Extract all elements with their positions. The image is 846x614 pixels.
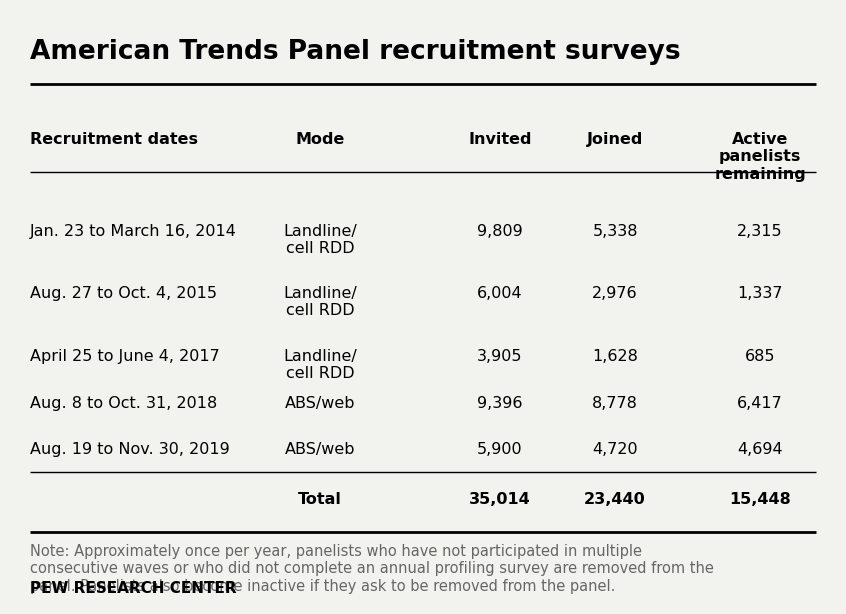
Text: Recruitment dates: Recruitment dates (30, 132, 198, 147)
Text: 2,976: 2,976 (592, 286, 638, 301)
Text: Mode: Mode (295, 132, 344, 147)
Text: Aug. 8 to Oct. 31, 2018: Aug. 8 to Oct. 31, 2018 (30, 396, 217, 411)
Text: Total: Total (298, 491, 342, 507)
Text: Jan. 23 to March 16, 2014: Jan. 23 to March 16, 2014 (30, 224, 237, 239)
Text: Invited: Invited (468, 132, 532, 147)
Text: ABS/web: ABS/web (285, 442, 355, 457)
Text: 23,440: 23,440 (584, 491, 645, 507)
Text: 35,014: 35,014 (470, 491, 531, 507)
Text: Joined: Joined (587, 132, 643, 147)
Text: Active
panelists
remaining: Active panelists remaining (714, 132, 806, 182)
Text: 4,694: 4,694 (737, 442, 783, 457)
Text: Note: Approximately once per year, panelists who have not participated in multip: Note: Approximately once per year, panel… (30, 544, 714, 594)
Text: 6,004: 6,004 (477, 286, 523, 301)
Text: 9,396: 9,396 (477, 396, 523, 411)
Text: 15,448: 15,448 (729, 491, 791, 507)
Text: 1,628: 1,628 (592, 349, 638, 364)
Text: Landline/
cell RDD: Landline/ cell RDD (283, 224, 357, 257)
Text: 3,905: 3,905 (477, 349, 523, 364)
Text: 9,809: 9,809 (477, 224, 523, 239)
Text: Landline/
cell RDD: Landline/ cell RDD (283, 286, 357, 319)
Text: 6,417: 6,417 (737, 396, 783, 411)
Text: Aug. 19 to Nov. 30, 2019: Aug. 19 to Nov. 30, 2019 (30, 442, 230, 457)
Text: 4,720: 4,720 (592, 442, 638, 457)
Text: 685: 685 (744, 349, 775, 364)
Text: ABS/web: ABS/web (285, 396, 355, 411)
Text: Aug. 27 to Oct. 4, 2015: Aug. 27 to Oct. 4, 2015 (30, 286, 217, 301)
Text: 8,778: 8,778 (592, 396, 638, 411)
Text: 5,338: 5,338 (592, 224, 638, 239)
Text: PEW RESEARCH CENTER: PEW RESEARCH CENTER (30, 581, 237, 596)
Text: Landline/
cell RDD: Landline/ cell RDD (283, 349, 357, 381)
Text: 5,900: 5,900 (477, 442, 523, 457)
Text: 1,337: 1,337 (737, 286, 783, 301)
Text: 2,315: 2,315 (737, 224, 783, 239)
Text: April 25 to June 4, 2017: April 25 to June 4, 2017 (30, 349, 220, 364)
Text: American Trends Panel recruitment surveys: American Trends Panel recruitment survey… (30, 39, 681, 65)
